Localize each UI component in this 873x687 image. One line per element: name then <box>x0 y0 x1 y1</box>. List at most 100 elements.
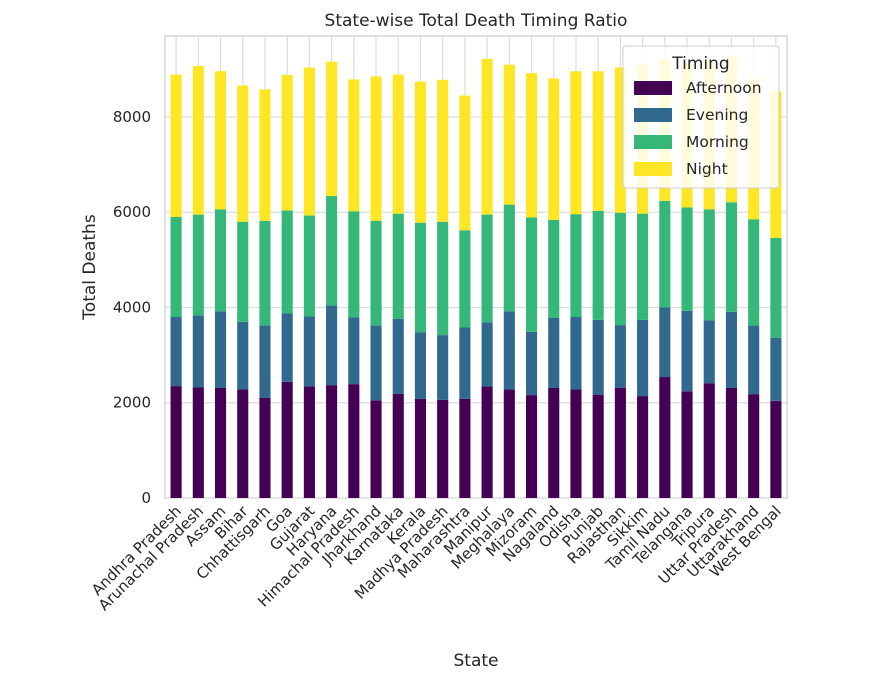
bar-night <box>570 71 582 215</box>
bar-afternoon <box>237 389 249 498</box>
bar-morning <box>303 215 315 317</box>
bar-night <box>614 67 626 213</box>
bar-evening <box>237 321 249 390</box>
bar-evening <box>214 311 227 388</box>
bar-afternoon <box>592 394 604 498</box>
legend-label: Afternoon <box>686 79 762 97</box>
legend-swatch <box>634 108 672 122</box>
bar-evening <box>703 320 715 384</box>
legend-label: Morning <box>686 133 749 151</box>
bar-afternoon <box>637 396 649 498</box>
y-tick-label: 0 <box>141 489 151 507</box>
bar-afternoon <box>748 394 760 498</box>
bar-night <box>192 66 204 215</box>
bar-night <box>592 71 604 211</box>
bar-morning <box>481 214 493 323</box>
bar-afternoon <box>614 387 626 498</box>
bar-afternoon <box>437 399 449 498</box>
y-tick-label: 4000 <box>113 298 151 316</box>
y-tick-label: 2000 <box>113 394 151 412</box>
bar-night <box>481 58 493 215</box>
bar-afternoon <box>725 387 738 498</box>
bar-evening <box>326 305 338 386</box>
bar-afternoon <box>459 398 471 498</box>
bar-afternoon <box>192 387 204 498</box>
bar-night <box>414 81 427 223</box>
bar-afternoon <box>170 386 182 498</box>
legend-items: Afternoon Evening Morning Night <box>634 79 762 178</box>
bar-morning <box>214 209 227 312</box>
bar-afternoon <box>548 387 560 498</box>
bar-evening <box>459 327 471 399</box>
bar-night <box>525 73 538 218</box>
bar-morning <box>170 216 182 318</box>
bar-afternoon <box>503 389 515 498</box>
x-axis-label: State <box>454 651 499 671</box>
bar-evening <box>637 319 649 397</box>
bar-morning <box>326 196 338 306</box>
bar-morning <box>192 214 204 316</box>
bar-afternoon <box>770 400 782 498</box>
bar-morning <box>525 217 538 332</box>
bar-evening <box>770 337 782 401</box>
bar-morning <box>703 209 715 321</box>
legend-swatch <box>634 81 672 95</box>
bar-afternoon <box>259 397 271 498</box>
bar-morning <box>659 200 671 308</box>
legend-swatch <box>634 162 672 176</box>
bar-morning <box>503 204 515 312</box>
bar-evening <box>748 325 760 395</box>
bar-night <box>214 71 227 210</box>
bar-evening <box>681 310 693 392</box>
bar-morning <box>570 214 582 318</box>
bar-morning <box>637 213 649 320</box>
bar-afternoon <box>570 389 582 498</box>
bar-morning <box>281 210 293 314</box>
y-axis-label: Total Deaths <box>80 214 100 321</box>
bar-night <box>326 61 338 197</box>
bar-morning <box>681 207 693 311</box>
bar-morning <box>437 221 449 336</box>
bar-night <box>237 85 249 222</box>
bar-evening <box>659 307 671 378</box>
bar-morning <box>614 212 626 326</box>
legend-label: Evening <box>686 106 748 124</box>
bar-afternoon <box>703 383 715 498</box>
bar-night <box>437 79 449 222</box>
bar-night <box>348 79 360 212</box>
bar-morning <box>592 210 604 320</box>
bar-evening <box>525 331 538 396</box>
bar-morning <box>414 222 427 333</box>
bar-afternoon <box>214 387 227 498</box>
y-tick-label: 8000 <box>113 108 151 126</box>
bar-morning <box>259 220 271 326</box>
bar-evening <box>281 313 293 382</box>
bar-morning <box>459 230 471 328</box>
bar-evening <box>592 319 604 395</box>
bar-evening <box>392 318 404 394</box>
bar-night <box>459 95 471 231</box>
bar-evening <box>570 317 582 390</box>
legend: Timing Afternoon Evening Morning Night <box>622 45 780 189</box>
bar-night <box>370 76 382 221</box>
bar-evening <box>614 325 626 388</box>
bar-evening <box>548 317 560 388</box>
bar-evening <box>725 311 738 388</box>
bar-afternoon <box>303 386 315 498</box>
bar-night <box>281 75 293 211</box>
bar-afternoon <box>326 385 338 498</box>
y-tick-labels: 0 2000 4000 6000 8000 <box>113 108 151 507</box>
bar-afternoon <box>392 393 404 498</box>
bar-night <box>392 74 404 214</box>
bar-evening <box>259 325 271 398</box>
bar-night <box>303 67 315 216</box>
x-tick-label: Arunachal Pradesh <box>95 502 207 614</box>
bar-evening <box>414 332 427 399</box>
bar-night <box>503 64 515 205</box>
bar-evening <box>481 322 493 387</box>
bar-night <box>259 89 271 221</box>
bar-evening <box>370 325 382 401</box>
bar-evening <box>348 317 360 385</box>
